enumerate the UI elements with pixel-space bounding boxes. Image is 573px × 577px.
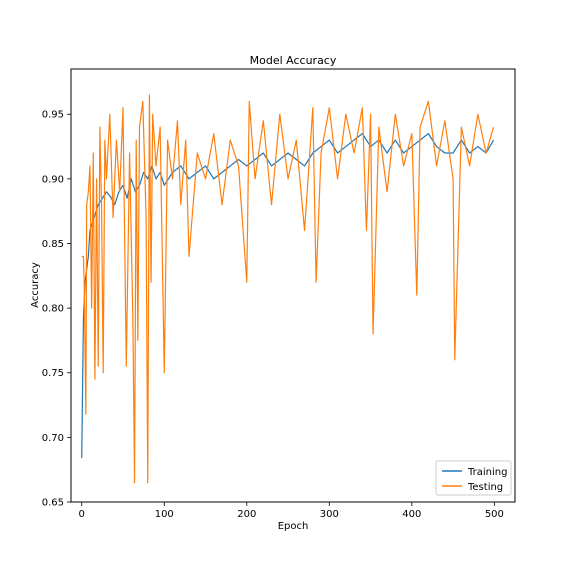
y-axis-ticks: 0.65 0.70 0.75 0.80 0.85 0.90 0.95 [42, 110, 71, 509]
legend-training-label: Training [467, 467, 507, 478]
y-tick-label: 0.75 [42, 368, 64, 379]
x-tick-label: 100 [155, 509, 174, 520]
series-layer [81, 94, 495, 484]
y-tick-label: 0.85 [42, 239, 64, 250]
chart-title: Model Accuracy [250, 54, 337, 67]
y-tick-label: 0.90 [42, 174, 64, 185]
x-tick-label: 200 [237, 509, 256, 520]
series-testing-line [81, 94, 495, 484]
x-tick-label: 300 [320, 509, 339, 520]
y-axis-label: Accuracy [30, 262, 41, 308]
y-tick-label: 0.95 [42, 110, 64, 121]
y-tick-label: 0.65 [42, 498, 64, 509]
x-tick-label: 400 [402, 509, 421, 520]
y-tick-label: 0.70 [42, 433, 64, 444]
x-axis-label: Epoch [278, 521, 309, 532]
legend-testing-label: Testing [467, 482, 503, 493]
x-tick-label: 500 [485, 509, 504, 520]
legend: Training Testing [435, 460, 512, 496]
y-tick-label: 0.80 [42, 304, 64, 315]
x-axis-ticks: 0 100 200 300 400 500 [79, 502, 504, 520]
x-tick-label: 0 [79, 509, 85, 520]
